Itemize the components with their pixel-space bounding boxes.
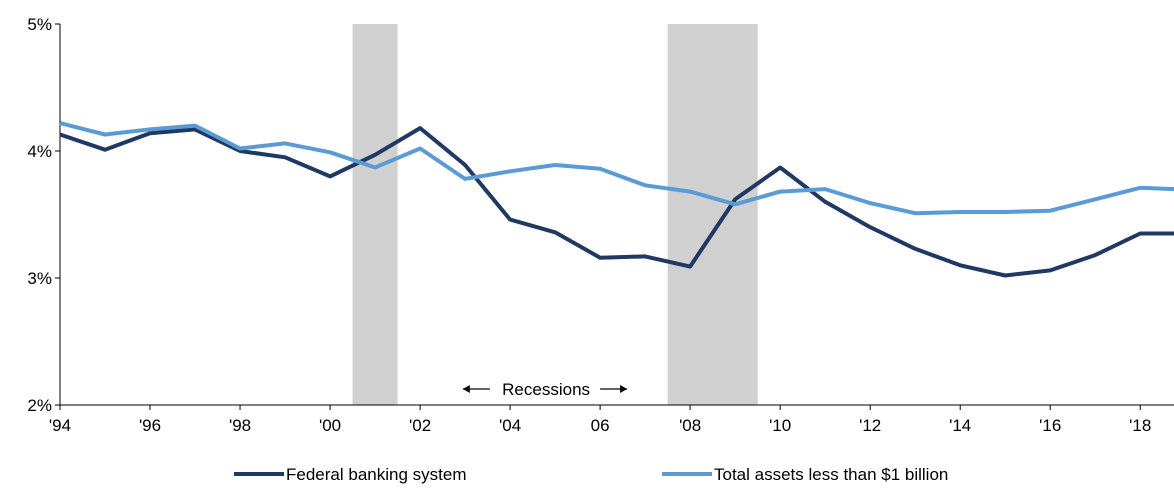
recession-band-2 [667,24,758,405]
x-tick-label: '18 [1129,416,1151,435]
axes: 2% 3% 4% 5% '94 '96 '98 '00 '02 '04 06 '08 '10 '12 '14… [27,15,1174,435]
x-tick-label: '08 [679,416,701,435]
y-tick-label: 5% [27,15,52,34]
x-tick-label: '94 [49,416,71,435]
recession-label: Recessions [502,380,590,399]
series-line-1 [59,126,1174,278]
x-tick-label: '96 [139,416,161,435]
y-tick-label: 3% [27,269,52,288]
series-lines [59,121,1174,278]
recession-annotation: Recessions [462,380,628,399]
x-tick-label: '14 [949,416,971,435]
y-tick-label: 2% [27,396,52,415]
legend-label-2: Total assets less than $1 billion [714,465,948,484]
recession-arrowhead-right [620,385,628,393]
series-line-2 [59,121,1174,216]
x-tick-label: '12 [859,416,881,435]
x-tick-label: '00 [319,416,341,435]
legend: Federal banking system Total assets less … [234,465,948,484]
legend-label-1: Federal banking system [286,465,466,484]
x-tick-label: '10 [769,416,791,435]
x-tick-label: 06 [591,416,610,435]
x-tick-label: '16 [1039,416,1061,435]
x-tick-label: '02 [409,416,431,435]
x-tick-label: '98 [229,416,251,435]
recession-arrowhead-left [462,385,470,393]
y-tick-label: 4% [27,142,52,161]
recession-bands [352,24,758,405]
recession-band-1 [352,24,398,405]
x-tick-label: '04 [499,416,521,435]
